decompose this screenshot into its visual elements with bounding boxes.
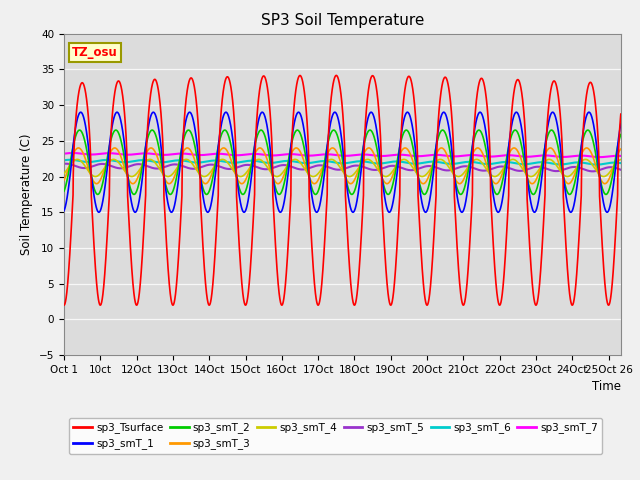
- sp3_smT_3: [617, 146, 625, 152]
- Line: sp3_smT_6: sp3_smT_6: [64, 160, 621, 165]
- sp3_smT_1: [617, 121, 625, 127]
- sp3_smT_6: [503, 159, 511, 165]
- sp3_smT_3: [88, 176, 96, 181]
- sp3_smT_1: [60, 208, 68, 214]
- sp3_smT_2: [390, 179, 397, 184]
- Line: sp3_smT_2: sp3_smT_2: [64, 130, 621, 194]
- sp3_smT_7: [88, 152, 96, 157]
- Y-axis label: Soil Temperature (C): Soil Temperature (C): [20, 133, 33, 255]
- sp3_smT_3: [503, 157, 511, 163]
- sp3_Tsurface: [60, 302, 68, 308]
- sp3_smT_1: [313, 209, 321, 215]
- X-axis label: Time: Time: [592, 381, 621, 394]
- sp3_smT_3: [390, 170, 397, 176]
- Line: sp3_smT_5: sp3_smT_5: [64, 164, 621, 171]
- sp3_smT_5: [60, 161, 68, 167]
- sp3_smT_4: [473, 156, 481, 162]
- sp3_smT_6: [473, 160, 481, 166]
- sp3_smT_1: [473, 115, 481, 121]
- sp3_smT_1: [77, 109, 84, 115]
- Text: TZ_osu: TZ_osu: [72, 46, 118, 59]
- sp3_smT_7: [414, 153, 422, 159]
- sp3_smT_3: [529, 181, 536, 187]
- sp3_smT_6: [593, 162, 600, 168]
- Title: SP3 Soil Temperature: SP3 Soil Temperature: [260, 13, 424, 28]
- sp3_smT_3: [262, 153, 269, 158]
- sp3_smT_1: [88, 179, 96, 184]
- sp3_Tsurface: [503, 232, 511, 238]
- sp3_smT_7: [596, 154, 604, 160]
- sp3_smT_4: [262, 162, 269, 168]
- sp3_smT_4: [92, 174, 99, 180]
- sp3_smT_3: [473, 145, 481, 151]
- sp3_smT_5: [390, 163, 397, 168]
- sp3_smT_5: [589, 168, 596, 174]
- sp3_smT_2: [88, 177, 96, 183]
- sp3_smT_2: [262, 135, 269, 141]
- sp3_Tsurface: [390, 289, 397, 295]
- sp3_smT_7: [60, 151, 68, 156]
- Line: sp3_smT_1: sp3_smT_1: [64, 112, 621, 212]
- sp3_smT_5: [503, 164, 511, 170]
- sp3_smT_2: [414, 173, 422, 179]
- sp3_smT_6: [88, 159, 96, 165]
- sp3_smT_3: [60, 177, 68, 183]
- sp3_smT_1: [390, 196, 397, 202]
- sp3_smT_4: [414, 171, 422, 177]
- sp3_smT_2: [473, 129, 481, 134]
- sp3_smT_5: [62, 161, 70, 167]
- Line: sp3_smT_3: sp3_smT_3: [64, 148, 621, 184]
- sp3_smT_3: [292, 145, 300, 151]
- sp3_smT_2: [420, 192, 428, 197]
- sp3_smT_7: [503, 152, 511, 158]
- sp3_smT_4: [390, 167, 397, 173]
- sp3_smT_5: [473, 167, 481, 172]
- Line: sp3_Tsurface: sp3_Tsurface: [64, 75, 621, 305]
- sp3_smT_6: [390, 159, 397, 165]
- sp3_smT_2: [617, 132, 625, 137]
- sp3_smT_4: [400, 156, 408, 162]
- sp3_smT_6: [60, 157, 68, 163]
- sp3_smT_6: [414, 161, 422, 167]
- sp3_smT_7: [617, 153, 625, 159]
- sp3_Tsurface: [332, 72, 340, 78]
- sp3_smT_2: [184, 127, 192, 133]
- sp3_smT_6: [262, 160, 269, 166]
- sp3_smT_4: [617, 156, 625, 162]
- sp3_smT_1: [503, 165, 511, 170]
- sp3_smT_3: [414, 173, 422, 179]
- sp3_smT_2: [503, 155, 511, 161]
- sp3_smT_4: [503, 161, 511, 167]
- sp3_Tsurface: [473, 94, 481, 99]
- sp3_smT_6: [617, 160, 625, 166]
- Legend: sp3_Tsurface, sp3_smT_1, sp3_smT_2, sp3_smT_3, sp3_smT_4, sp3_smT_5, sp3_smT_6, : sp3_Tsurface, sp3_smT_1, sp3_smT_2, sp3_…: [69, 418, 602, 454]
- sp3_Tsurface: [88, 206, 96, 212]
- sp3_smT_4: [60, 171, 68, 177]
- sp3_smT_5: [88, 164, 96, 169]
- sp3_smT_7: [262, 152, 269, 158]
- sp3_smT_1: [262, 116, 269, 122]
- sp3_smT_5: [262, 167, 269, 172]
- Line: sp3_smT_4: sp3_smT_4: [64, 159, 621, 177]
- sp3_smT_7: [473, 152, 481, 158]
- sp3_Tsurface: [262, 76, 269, 82]
- sp3_smT_4: [88, 172, 96, 178]
- sp3_smT_7: [390, 152, 397, 158]
- Line: sp3_smT_7: sp3_smT_7: [64, 153, 621, 157]
- sp3_smT_7: [69, 150, 77, 156]
- sp3_smT_6: [66, 157, 74, 163]
- sp3_smT_5: [617, 167, 625, 173]
- sp3_smT_2: [60, 188, 68, 194]
- sp3_smT_5: [414, 166, 422, 172]
- sp3_Tsurface: [414, 168, 422, 173]
- sp3_Tsurface: [617, 111, 625, 117]
- sp3_smT_1: [414, 171, 422, 177]
